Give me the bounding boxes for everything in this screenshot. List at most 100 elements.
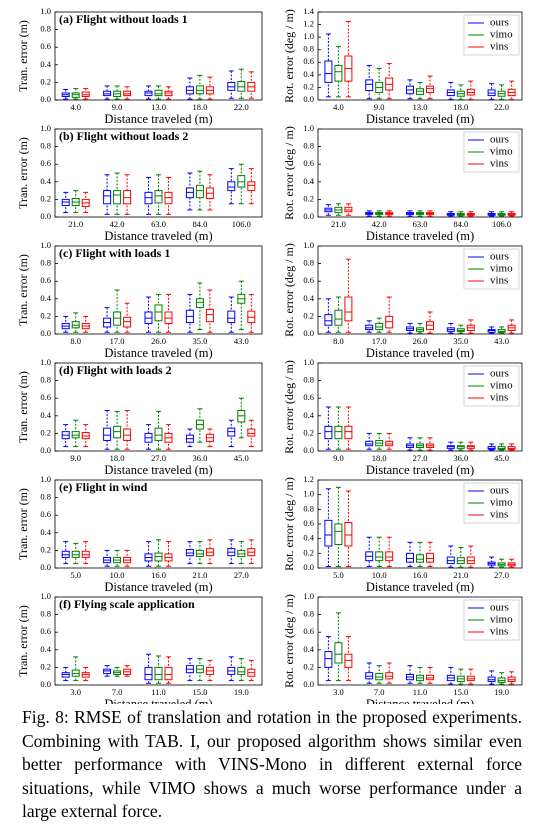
legend-label: ours xyxy=(490,602,509,614)
y-tick-label: 1.0 xyxy=(303,123,314,133)
x-tick-label: 16.0 xyxy=(413,570,428,580)
legend-label: vins xyxy=(490,275,508,287)
y-tick-label: 0.2 xyxy=(40,661,51,671)
y-axis-label: Tran. error (m) xyxy=(16,254,30,326)
panel-title: (e) Flight in wind xyxy=(59,480,148,494)
box xyxy=(344,296,353,322)
y-tick-label: 0.0 xyxy=(40,445,51,455)
legend-label: vimo xyxy=(490,497,513,509)
legend-label: vimo xyxy=(490,614,513,626)
x-tick-label: 36.0 xyxy=(192,453,207,463)
x-axis-label: Distance traveled (m) xyxy=(366,580,474,594)
box xyxy=(154,89,163,97)
y-axis-label: Rot. error (deg / m) xyxy=(282,243,296,337)
y-tick-label: 0.2 xyxy=(303,547,314,557)
y-tick-label: 0.6 xyxy=(40,158,51,168)
box xyxy=(154,190,163,204)
x-tick-label: 42.0 xyxy=(372,219,387,229)
legend-label: ours xyxy=(490,17,509,29)
box xyxy=(103,190,112,205)
x-tick-label: 18.0 xyxy=(192,102,207,112)
y-tick-label: 0.4 xyxy=(303,410,314,420)
x-tick-label: 3.0 xyxy=(333,687,344,697)
plot-frame xyxy=(317,245,523,335)
panel-title: (a) Flight without loads 1 xyxy=(59,12,188,26)
x-tick-label: 17.0 xyxy=(372,336,387,346)
y-tick-label: 0.8 xyxy=(40,141,51,151)
y-tick-label: 0.6 xyxy=(303,392,314,402)
plot-frame xyxy=(317,596,523,686)
box xyxy=(103,427,112,441)
x-tick-label: 21.0 xyxy=(68,219,83,229)
y-tick-label: 0.4 xyxy=(303,644,314,654)
x-tick-label: 45.0 xyxy=(494,453,509,463)
y-tick-label: 0.6 xyxy=(40,626,51,636)
x-tick-label: 5.0 xyxy=(70,570,81,580)
box xyxy=(416,554,424,563)
x-tick-label: 5.0 xyxy=(333,570,344,580)
x-tick-label: 35.0 xyxy=(453,336,468,346)
y-tick-label: 1.0 xyxy=(40,240,51,250)
y-tick-label: 0.0 xyxy=(40,94,51,104)
y-tick-label: 0.0 xyxy=(40,328,51,338)
x-tick-label: 42.0 xyxy=(110,219,125,229)
panel-title: (f) Flying scale application xyxy=(59,597,195,611)
y-tick-label: 0.8 xyxy=(40,258,51,268)
x-axis-label: Distance traveled (m) xyxy=(366,463,474,477)
y-tick-label: 1.0 xyxy=(40,357,51,367)
x-tick-label: 26.0 xyxy=(151,336,166,346)
y-tick-label: 1.0 xyxy=(303,357,314,367)
x-tick-label: 84.0 xyxy=(453,219,468,229)
y-tick-label: 0.6 xyxy=(303,626,314,636)
box xyxy=(365,79,374,92)
y-tick-label: 0.0 xyxy=(303,94,314,104)
y-axis-label: Tran. error (m) xyxy=(16,605,30,677)
y-tick-label: 1.4 xyxy=(303,6,314,16)
y-tick-label: 0.4 xyxy=(303,176,314,186)
y-tick-label: 1.0 xyxy=(303,31,314,41)
y-tick-label: 1.0 xyxy=(40,591,51,601)
x-tick-label: 27.0 xyxy=(151,453,166,463)
box xyxy=(334,309,343,326)
box xyxy=(227,181,236,192)
y-tick-label: 0.2 xyxy=(40,76,51,86)
y-tick-label: 0.2 xyxy=(40,427,51,437)
caption: Fig. 8: RMSE of translation and rotation… xyxy=(22,707,522,821)
x-axis-label: Distance traveled (m) xyxy=(104,346,212,360)
y-tick-label: 1.0 xyxy=(303,591,314,601)
x-tick-label: 7.0 xyxy=(374,687,385,697)
x-tick-label: 36.0 xyxy=(453,453,468,463)
box xyxy=(113,190,122,205)
x-tick-label: 19.0 xyxy=(234,687,249,697)
legend-label: ours xyxy=(490,251,509,263)
x-tick-label: 18.0 xyxy=(110,453,125,463)
x-tick-label: 27.0 xyxy=(413,453,428,463)
y-tick-label: 0.4 xyxy=(303,533,314,543)
y-axis-label: Rot. error (deg / m) xyxy=(282,594,296,688)
y-tick-label: 0.4 xyxy=(303,69,314,79)
y-tick-label: 1.2 xyxy=(303,19,314,29)
box xyxy=(324,60,333,83)
x-axis-label: Distance traveled (m) xyxy=(104,463,212,477)
y-tick-label: 0.4 xyxy=(40,410,51,420)
x-tick-label: 7.0 xyxy=(112,687,123,697)
y-tick-label: 0.8 xyxy=(303,141,314,151)
x-tick-label: 17.0 xyxy=(110,336,125,346)
y-tick-label: 0.0 xyxy=(303,211,314,221)
y-tick-label: 0.6 xyxy=(303,56,314,66)
y-tick-label: 0.8 xyxy=(40,24,51,34)
y-axis-label: Rot. error (deg / m) xyxy=(282,360,296,454)
x-tick-label: 9.0 xyxy=(112,102,123,112)
y-tick-label: 0.8 xyxy=(303,258,314,268)
y-tick-label: 1.2 xyxy=(303,474,314,484)
box xyxy=(195,184,204,199)
box xyxy=(324,519,333,547)
box xyxy=(324,425,333,440)
box xyxy=(324,651,333,668)
y-axis-label: Rot. error (deg / m) xyxy=(282,126,296,220)
panel-title: (d) Flight with loads 2 xyxy=(59,363,172,377)
legend-label: vimo xyxy=(490,29,513,41)
x-tick-label: 22.0 xyxy=(234,102,249,112)
y-tick-label: 0.6 xyxy=(303,275,314,285)
box xyxy=(334,425,343,440)
